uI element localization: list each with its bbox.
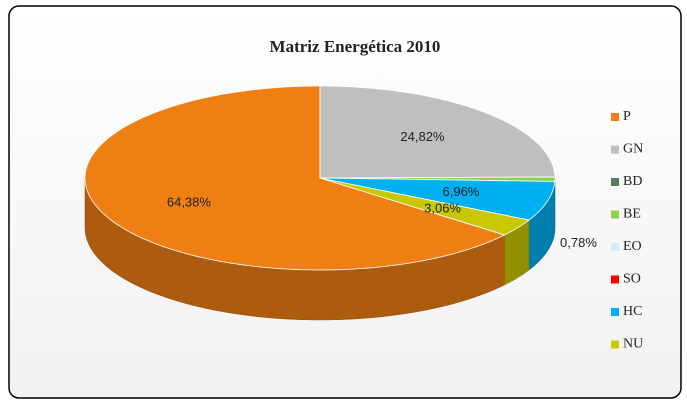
legend-swatch [611,276,619,284]
legend-swatch [611,178,619,186]
data-label: 24,82% [400,129,445,144]
legend-label: BE [623,207,641,222]
legend-swatch [611,113,619,121]
legend-label: HC [623,304,642,319]
data-label: 3,06% [424,200,461,215]
legend-swatch [611,211,619,219]
legend-swatch [611,146,619,154]
legend-label: P [623,109,631,124]
data-label: 0,78% [560,235,597,250]
legend-swatch [611,243,619,251]
chart-title: Matriz Energética 2010 [270,37,441,56]
legend-swatch [611,341,619,349]
legend-label: GN [623,142,643,157]
legend-label: EO [623,239,642,254]
legend-label: NU [623,337,643,352]
legend-label: SO [623,272,641,287]
data-label: 64,38% [167,194,212,209]
data-label: 6,96% [443,184,480,199]
legend-label: BD [623,174,642,189]
legend-swatch [611,308,619,316]
